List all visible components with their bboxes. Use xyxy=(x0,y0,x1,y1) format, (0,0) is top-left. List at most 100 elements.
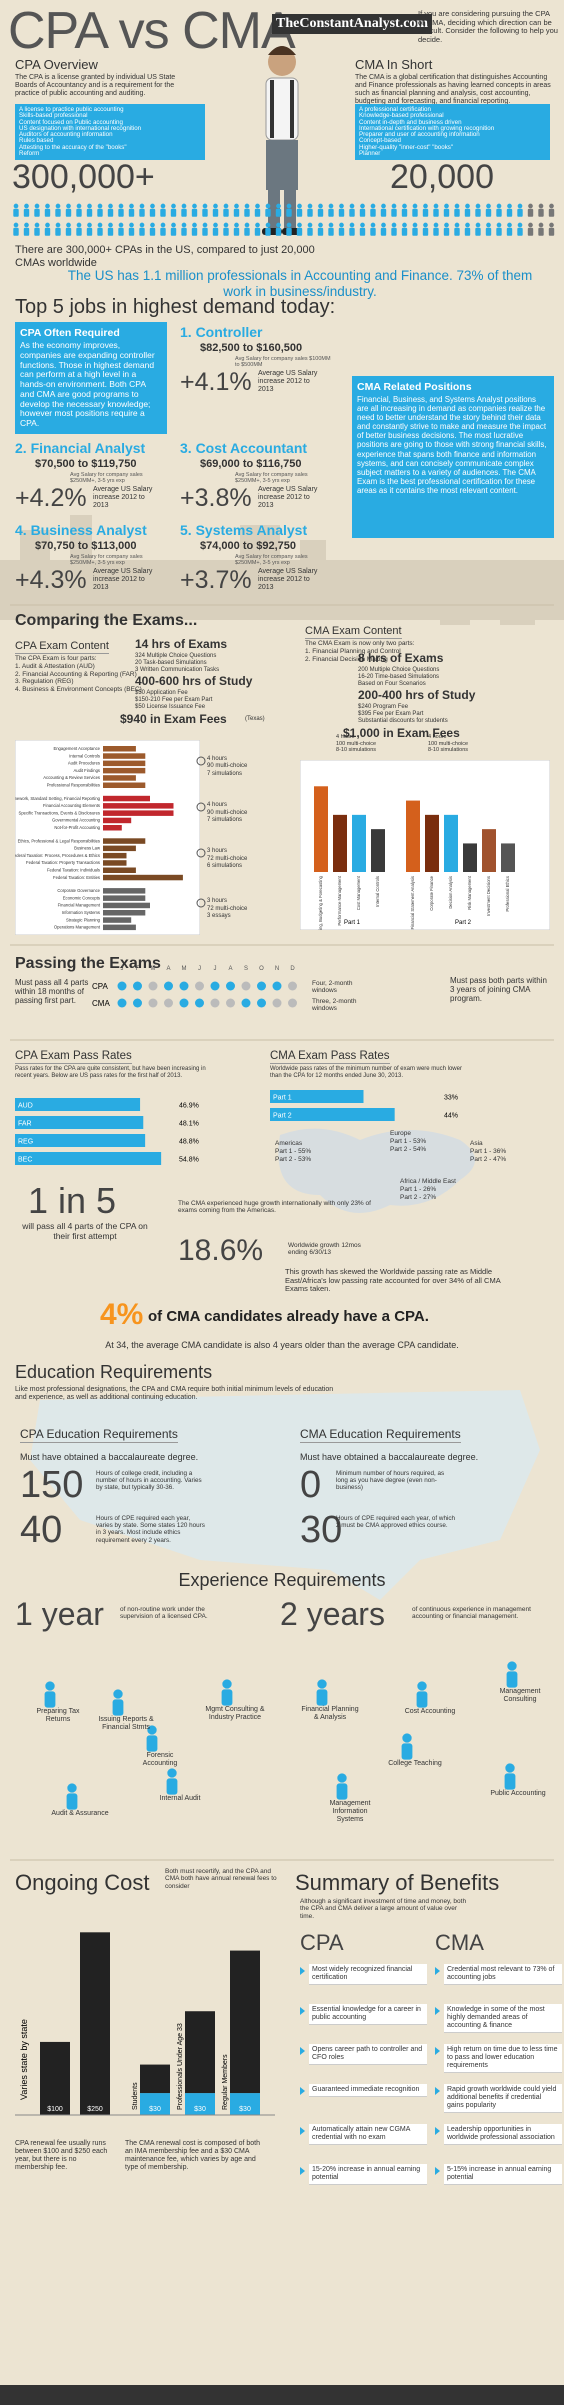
person-icon xyxy=(486,203,491,209)
person-icon xyxy=(454,227,460,236)
exam-text: The CMA Exam is now only two parts: xyxy=(305,640,415,647)
count: 300,000+ xyxy=(12,158,155,196)
exam-note: 4 hours xyxy=(428,734,447,740)
person-icon xyxy=(391,203,397,209)
person-icon xyxy=(517,203,523,209)
region-rate: Part 2 - 53% xyxy=(275,1155,312,1163)
person-icon xyxy=(412,227,418,236)
category-label: Framework, Standard Setting, Financial R… xyxy=(15,796,101,801)
window-dot xyxy=(164,981,173,991)
exam-detail: $50 Application Fee xyxy=(135,690,188,696)
bar xyxy=(140,2064,170,2094)
person-icon xyxy=(412,222,418,228)
window-dot xyxy=(241,998,251,1008)
person-icon xyxy=(475,222,481,228)
category-label: Professional Ethics xyxy=(505,876,510,912)
person-icon xyxy=(13,227,19,236)
person-icon xyxy=(181,203,187,209)
title: CPA vs CMA xyxy=(8,2,296,60)
person-icon xyxy=(113,1689,123,1699)
exam-heading: CPA Exam Content xyxy=(15,640,109,654)
bar xyxy=(140,2093,170,2115)
person-icon xyxy=(167,1768,177,1778)
person-icon xyxy=(76,203,82,209)
big-stat: 1 in 5 xyxy=(28,1180,117,1221)
benefit: Essential knowledge for a career in publ… xyxy=(309,2004,427,2026)
clock-icon xyxy=(196,848,206,858)
person-icon xyxy=(254,208,261,217)
person-icon xyxy=(202,227,208,236)
window-dot xyxy=(257,998,266,1008)
pass-rule: Must pass both parts within 3 years of j… xyxy=(450,976,547,1004)
person-icon xyxy=(34,227,40,236)
exam-note: 4 hours xyxy=(207,802,228,809)
cpa-content-chart: Engagement Acceptance Internal Controls Au… xyxy=(15,740,200,935)
category-label: Operations Management xyxy=(54,925,101,930)
region-name: Americas xyxy=(275,1140,303,1147)
bar-label: BEC xyxy=(18,1157,32,1164)
job-growth: +4.1% xyxy=(180,368,252,396)
person-icon xyxy=(517,222,523,228)
bullet: Skills-based professional xyxy=(19,112,88,120)
benefit: Leadership opportunities in worldwide pr… xyxy=(444,2124,562,2146)
month-label: M xyxy=(182,966,187,972)
person-icon xyxy=(97,208,103,217)
exam-note: 7 simulations xyxy=(207,770,243,777)
category-label: Investment Decisions xyxy=(486,876,491,916)
person-icon xyxy=(496,227,502,236)
person-icon xyxy=(507,203,512,209)
region-rate: Part 2 - 27% xyxy=(400,1193,437,1201)
person-icon xyxy=(506,227,513,236)
person-icon xyxy=(221,1689,233,1706)
exam-note: 8-10 simulations xyxy=(336,747,377,753)
person-icon xyxy=(24,222,29,228)
exam-note: 4 hours xyxy=(207,755,228,762)
person-icon xyxy=(336,1783,348,1800)
person-icon xyxy=(97,203,103,209)
person-icon xyxy=(444,203,449,209)
value-label: $30 xyxy=(239,2106,251,2113)
person-icon xyxy=(486,222,491,228)
section-title: Experience Requirements xyxy=(178,1570,386,1590)
person-icon xyxy=(286,227,292,236)
person-icon xyxy=(527,227,534,236)
region-rate: Part 1 - 55% xyxy=(275,1148,312,1155)
category-label: Decision Analysis xyxy=(448,876,453,909)
box-heading: CMA Related Positions xyxy=(357,381,472,393)
people-icons xyxy=(13,203,555,236)
chevron xyxy=(300,2007,305,2015)
person-icon xyxy=(464,208,471,217)
bar xyxy=(270,1090,364,1103)
job-name: 3. Cost Accountant xyxy=(180,440,308,456)
window-dot xyxy=(226,981,235,991)
bullet-box: A professional certification Knowledge-ba… xyxy=(355,104,550,160)
person-icon xyxy=(349,208,355,217)
category-label: Internal Controls xyxy=(375,876,380,907)
category-label: Not-for-Profit Accounting xyxy=(54,825,100,830)
benefit: Guaranteed immediate recognition xyxy=(309,2084,427,2098)
person-icon xyxy=(307,222,313,228)
person-icon xyxy=(34,208,40,217)
window-dot xyxy=(195,981,204,991)
person-icon xyxy=(401,1743,413,1760)
person-icon xyxy=(517,227,523,236)
rates-text: Pass rates for the CPA are quite consist… xyxy=(15,1066,206,1079)
bar-label: REG xyxy=(18,1139,33,1146)
person-icon xyxy=(433,203,439,209)
summary-text: Although a significant investment of tim… xyxy=(300,1898,467,1920)
exam-part: 4. Business & Environment Concepts (BEC) xyxy=(15,685,142,693)
count: 20,000 xyxy=(390,158,494,196)
exam-detail: $240 Program Fee xyxy=(358,704,409,710)
exam-part: 2. Financial Decision Making xyxy=(305,655,388,663)
job-name: 5. Systems Analyst xyxy=(180,522,308,538)
person-icon xyxy=(538,208,544,217)
bar xyxy=(406,800,420,872)
person-icon xyxy=(23,208,30,217)
person-icon xyxy=(433,208,439,217)
person-icon xyxy=(34,222,40,228)
category-label: Performance Management xyxy=(337,875,342,925)
person-icon xyxy=(13,222,19,228)
exam-part: 2. Financial Accounting & Reporting (FAR… xyxy=(15,670,137,678)
clock-icon xyxy=(196,756,206,766)
person-icon xyxy=(381,203,386,209)
